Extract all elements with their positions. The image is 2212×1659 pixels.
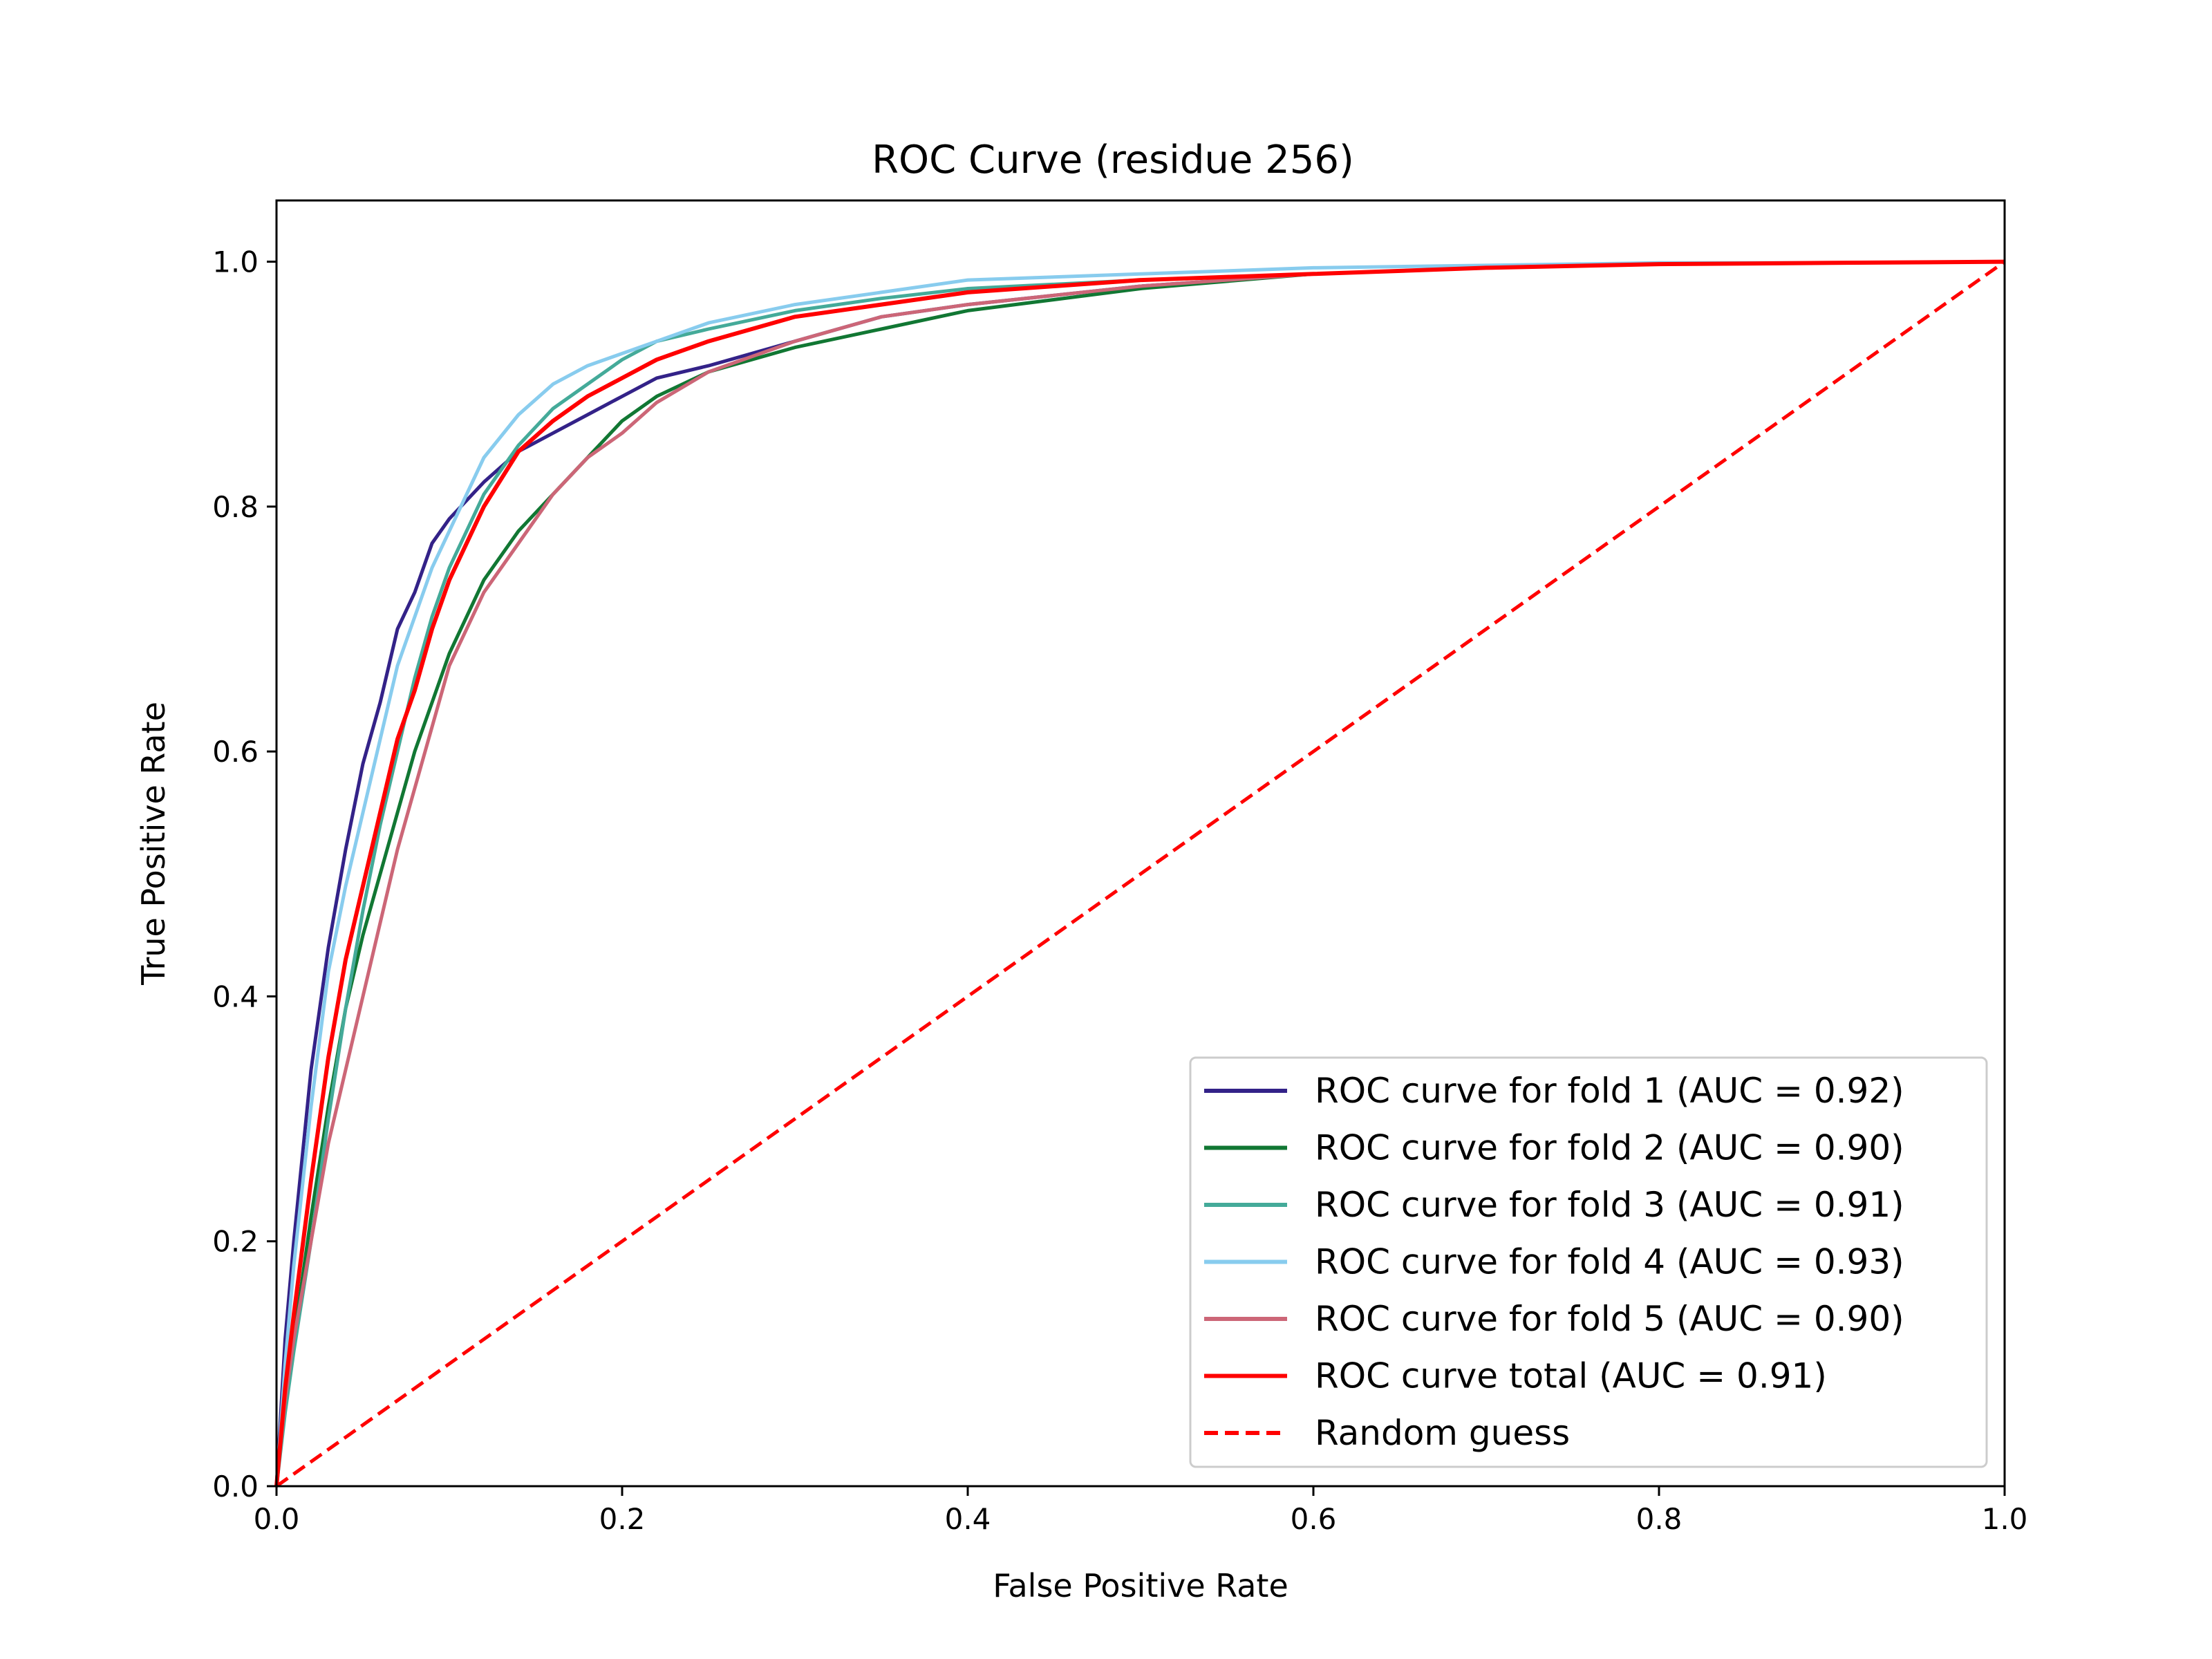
y-tick-label: 0.2 <box>212 1225 259 1259</box>
x-axis-label: False Positive Rate <box>993 1567 1288 1604</box>
legend-label-7: Random guess <box>1315 1413 1570 1453</box>
x-tick-label: 1.0 <box>1982 1502 2028 1536</box>
y-tick-label: 0.8 <box>212 490 259 524</box>
y-tick-label: 0.0 <box>212 1470 259 1503</box>
legend-items: ROC curve for fold 1 (AUC = 0.92) ROC cur… <box>1204 1071 1904 1453</box>
x-axis-ticks: 0.0 0.2 0.4 0.6 0.8 1.0 <box>254 1486 2028 1536</box>
legend-label-1: ROC curve for fold 1 (AUC = 0.92) <box>1315 1071 1904 1111</box>
legend-label-6: ROC curve total (AUC = 0.91) <box>1315 1356 1827 1396</box>
legend-label-4: ROC curve for fold 4 (AUC = 0.93) <box>1315 1242 1904 1282</box>
x-tick-label: 0.6 <box>1291 1502 1337 1536</box>
series-line-7 <box>275 260 2006 1488</box>
x-tick-label: 0.8 <box>1636 1502 1683 1536</box>
series-line-5 <box>274 260 2005 1487</box>
plot-frame <box>275 199 2006 1488</box>
legend-label-2: ROC curve for fold 2 (AUC = 0.90) <box>1315 1128 1904 1168</box>
y-tick-label: 0.6 <box>212 735 259 769</box>
legend-label-3: ROC curve for fold 3 (AUC = 0.91) <box>1315 1185 1904 1225</box>
x-tick-label: 0.2 <box>599 1502 646 1536</box>
y-tick-label: 1.0 <box>212 245 259 279</box>
series-layer <box>274 259 2006 1488</box>
legend-box <box>1189 1056 1988 1468</box>
series-line-4 <box>274 260 2005 1487</box>
x-tick-label: 0.4 <box>945 1502 991 1536</box>
y-axis-ticks: 0.0 0.2 0.4 0.6 0.8 1.0 <box>212 245 276 1503</box>
y-axis-label: True Positive Rate <box>135 702 172 986</box>
legend: ROC curve for fold 1 (AUC = 0.92) ROC cur… <box>1189 1056 1988 1468</box>
x-tick-label: 0.0 <box>254 1502 300 1536</box>
y-tick-label: 0.4 <box>212 980 259 1013</box>
chart-title: ROC Curve (residue 256) <box>872 138 1354 182</box>
series-line-6 <box>274 259 2005 1487</box>
legend-label-5: ROC curve for fold 5 (AUC = 0.90) <box>1315 1299 1904 1339</box>
